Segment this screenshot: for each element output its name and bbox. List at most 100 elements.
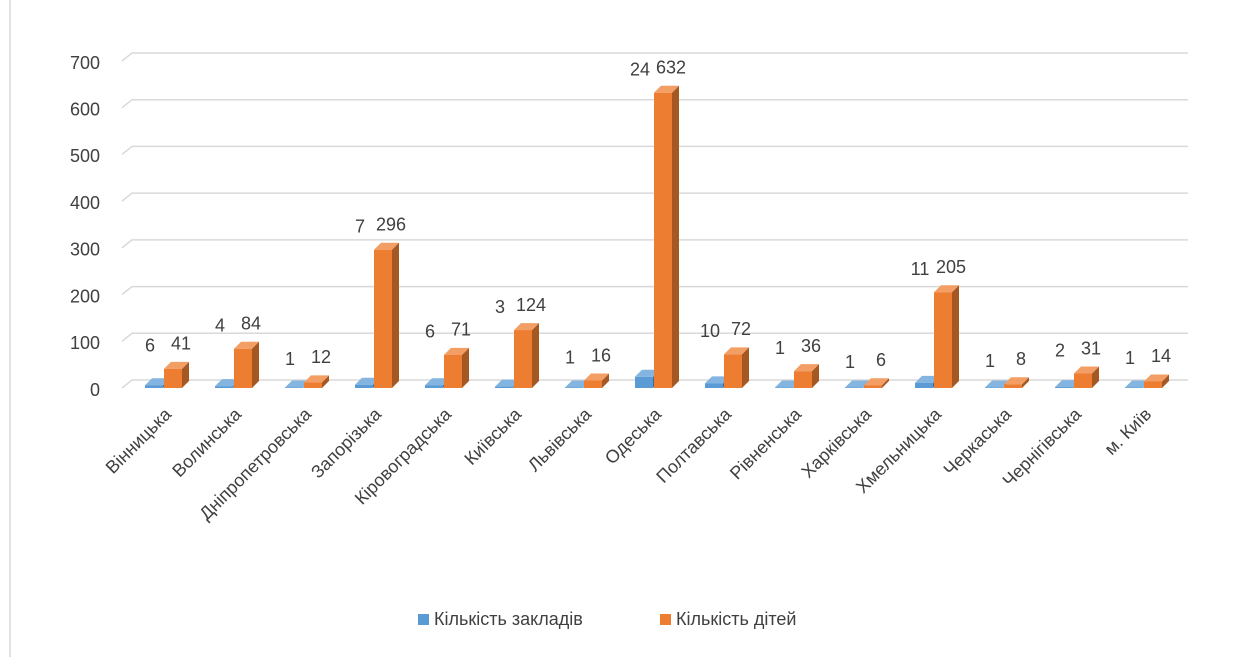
x-tick-label: Київська <box>460 403 525 468</box>
bar-side <box>252 341 259 388</box>
bar <box>724 354 742 388</box>
data-label: 24 <box>630 60 650 80</box>
x-tick-label: м. Київ <box>1100 404 1155 459</box>
data-label: 10 <box>700 321 720 341</box>
bar <box>234 348 252 388</box>
x-tick-label: Полтавська <box>652 403 736 487</box>
bar-top <box>1144 374 1169 382</box>
bar-side <box>1022 377 1029 388</box>
grid-line <box>121 379 1188 389</box>
grid-line <box>121 239 1188 249</box>
data-label: 8 <box>1016 349 1026 369</box>
bar-top <box>775 380 800 388</box>
data-label: 3 <box>495 297 505 317</box>
bar-top <box>724 347 749 355</box>
bar-top <box>845 380 870 388</box>
bar-side <box>742 347 749 388</box>
y-tick-label: 300 <box>70 240 100 260</box>
bar <box>444 354 462 388</box>
bar-side <box>322 375 329 388</box>
data-label: 6 <box>876 350 886 370</box>
x-tick-label: Черкаська <box>940 403 1016 479</box>
bar-top <box>654 85 679 93</box>
bar <box>1055 387 1073 388</box>
grid-line <box>121 192 1188 202</box>
bar-side <box>952 285 959 388</box>
bar-top <box>635 369 660 377</box>
bar-top <box>1055 380 1080 388</box>
data-label: 296 <box>376 214 406 234</box>
data-label: 41 <box>171 334 191 354</box>
bar-top <box>985 380 1010 388</box>
data-label: 6 <box>145 336 155 356</box>
data-label: 1 <box>1125 348 1135 368</box>
grid-line <box>121 52 1188 62</box>
data-label: 1 <box>985 351 995 371</box>
y-tick-label: 700 <box>70 53 100 73</box>
data-label: 11 <box>911 259 930 279</box>
y-tick-label: 0 <box>90 380 100 400</box>
data-label: 14 <box>1151 346 1171 366</box>
bar-side <box>1162 374 1169 388</box>
bar <box>705 383 723 388</box>
bar-top <box>705 376 730 384</box>
data-label: 71 <box>451 320 471 340</box>
data-label: 84 <box>241 314 261 334</box>
bar-side <box>602 373 609 388</box>
bar <box>1144 381 1162 388</box>
bar-top <box>1004 377 1029 385</box>
legend-swatch <box>418 614 429 625</box>
bar-top <box>234 341 259 349</box>
bar <box>794 371 812 388</box>
bar-top <box>444 347 469 355</box>
bar <box>304 382 322 388</box>
data-label: 7 <box>355 216 365 236</box>
y-tick-label: 400 <box>70 193 100 213</box>
bar-top <box>565 380 590 388</box>
bar-top <box>285 380 310 388</box>
data-label: 1 <box>565 347 575 367</box>
bar <box>915 382 933 388</box>
data-label: 1 <box>845 352 855 372</box>
bar-top <box>1125 380 1150 388</box>
bar-top <box>934 285 959 293</box>
y-tick-label: 100 <box>70 333 100 353</box>
data-label: 36 <box>801 336 821 356</box>
y-tick-label: 500 <box>70 146 100 166</box>
bar-top <box>864 378 889 386</box>
legend-label: Кількість закладів <box>434 609 583 629</box>
data-label: 1 <box>285 349 295 369</box>
data-label: 16 <box>591 345 611 365</box>
bar-side <box>882 378 889 388</box>
bar-top <box>1074 366 1099 374</box>
data-label: 72 <box>731 319 751 339</box>
bar-top <box>304 375 329 383</box>
data-label: 12 <box>311 347 331 367</box>
bar-top <box>164 361 189 369</box>
data-label: 31 <box>1081 338 1101 358</box>
bar <box>1004 384 1022 388</box>
data-label: 4 <box>215 316 225 336</box>
bar-top <box>495 379 520 387</box>
data-label: 632 <box>656 58 686 78</box>
legend-label: Кількість дітей <box>676 609 796 629</box>
bar-side <box>672 85 679 388</box>
grid-line <box>121 98 1188 109</box>
x-tick-label: Рівненська <box>726 403 806 483</box>
grid-line <box>121 285 1188 296</box>
grid-line <box>121 332 1188 342</box>
bar-side <box>1092 366 1099 388</box>
bar-side <box>812 364 819 388</box>
x-tick-label: Одеська <box>601 403 666 468</box>
x-tick-label: Вінницька <box>102 403 176 477</box>
bar-top <box>514 323 539 331</box>
bar <box>374 249 392 388</box>
data-label: 1 <box>775 338 785 358</box>
bar-side <box>392 242 399 388</box>
bar <box>495 386 513 388</box>
bar <box>355 384 373 388</box>
legend-swatch <box>660 614 671 625</box>
x-tick-label: Волинська <box>168 403 246 481</box>
data-label: 124 <box>516 295 546 315</box>
